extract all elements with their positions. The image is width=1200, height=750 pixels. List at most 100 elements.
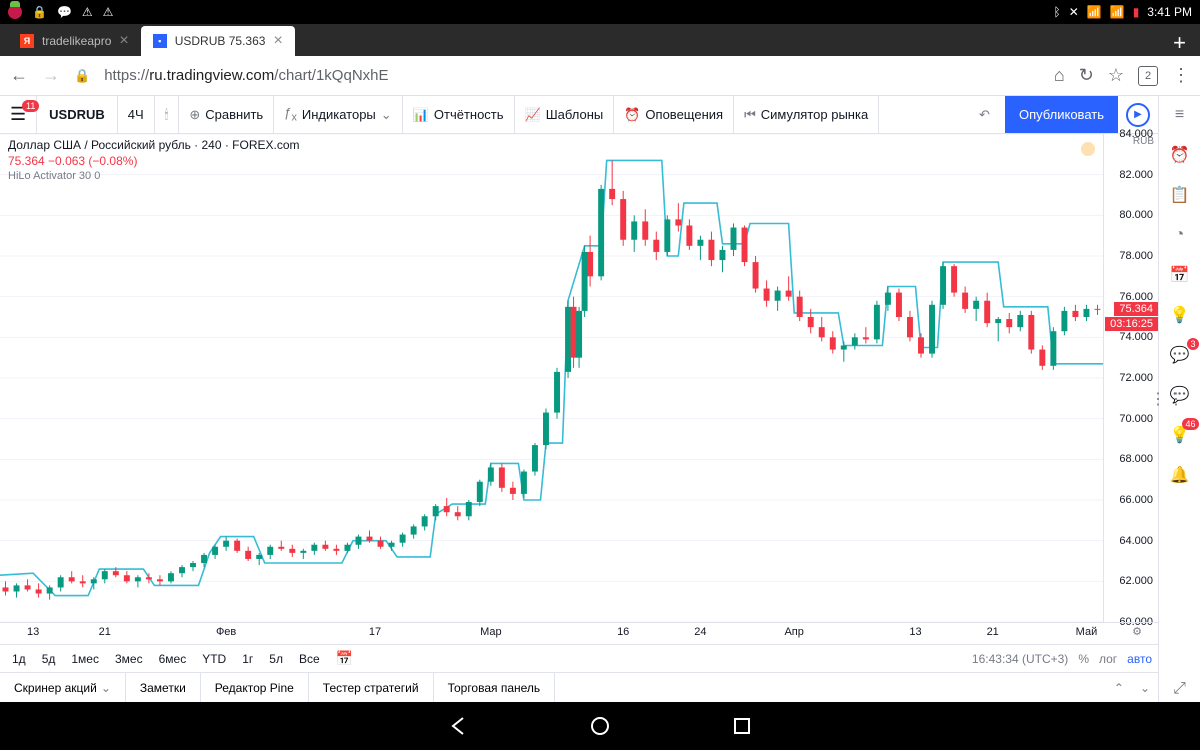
financials-icon: 📊 — [413, 107, 429, 123]
expand-button[interactable]: ⌄ — [1132, 681, 1158, 695]
tab-title: tradelikeapro — [42, 34, 111, 48]
chart-svg — [0, 134, 1103, 622]
chart-area[interactable]: Доллар США / Российский рубль · 240 · FO… — [0, 134, 1158, 622]
bottom-tab[interactable]: Торговая панель — [434, 673, 556, 702]
new-tab-button[interactable]: + — [1159, 30, 1200, 56]
undo-button[interactable]: ↶ — [969, 96, 1005, 133]
vibrate-icon: ✕ — [1069, 5, 1079, 19]
percent-button[interactable]: % — [1078, 652, 1089, 666]
price-axis[interactable]: RUB 60.00062.00064.00066.00068.00070.000… — [1103, 134, 1158, 622]
browser-tab-active[interactable]: ▪ USDRUB 75.363 × — [141, 26, 295, 56]
range-5л[interactable]: 5л — [263, 652, 289, 666]
close-icon[interactable]: × — [119, 32, 128, 50]
templates-button[interactable]: 📈Шаблоны — [515, 96, 615, 133]
range-YTD[interactable]: YTD — [196, 652, 232, 666]
undo-icon: ↶ — [979, 107, 990, 123]
alerts-button[interactable]: ⏰Оповещения — [614, 96, 734, 133]
notifications-icon[interactable]: 🔔 — [1167, 462, 1193, 488]
bluetooth-icon: ᛒ — [1054, 5, 1061, 19]
signal-icon: 📶 — [1110, 5, 1125, 19]
range-Все[interactable]: Все — [293, 652, 326, 666]
lock-icon: 🔒 — [32, 5, 47, 19]
bottom-tab[interactable]: Скринер акций ⌄ — [0, 673, 126, 702]
compare-button[interactable]: ⊕Сравнить — [179, 96, 274, 133]
browser-tab-inactive[interactable]: Я tradelikeapro × — [8, 26, 141, 56]
watchlist-icon[interactable]: ≡ — [1167, 102, 1193, 128]
lock-icon: 🔒 — [74, 68, 90, 84]
range-6мес[interactable]: 6мес — [153, 652, 193, 666]
battery-icon: ▮ — [1133, 5, 1140, 19]
yandex-icon: Я — [20, 34, 34, 48]
warn-icon: ⚠ — [82, 5, 93, 19]
indicators-button[interactable]: ƒxИндикаторы ⌄ — [274, 96, 402, 133]
alerts-icon[interactable]: ⏰ — [1167, 142, 1193, 168]
raspberry-icon — [8, 5, 22, 19]
back-icon[interactable] — [447, 715, 469, 737]
back-button[interactable]: ← — [10, 65, 28, 86]
candles-icon: 🕯 — [165, 107, 169, 123]
play-button[interactable]: ▶ — [1126, 103, 1150, 127]
tab-title: USDRUB 75.363 — [175, 34, 266, 48]
star-button[interactable]: ☆ — [1108, 65, 1124, 86]
publish-button[interactable]: Опубликовать — [1005, 96, 1118, 133]
range-bar: 1д 5д1мес 3мес 6месYTD 1г 5л Все 📅 16:43:34 (U… — [0, 644, 1158, 672]
stream-icon[interactable]: 💡46 — [1167, 422, 1193, 448]
clock-label: 16:43:34 (UTC+3) — [972, 652, 1068, 666]
rewind-icon: ⏮ — [744, 107, 756, 123]
gear-icon[interactable]: ⚙ — [1132, 625, 1142, 638]
session-icon — [1081, 142, 1095, 156]
symbol-button[interactable]: USDRUB — [37, 96, 118, 133]
log-button[interactable]: лог — [1099, 652, 1117, 666]
bottom-tab[interactable]: Редактор Pine — [201, 673, 309, 702]
home-icon[interactable] — [589, 715, 611, 737]
msg-icon: 💬 — [57, 5, 72, 19]
range-1г[interactable]: 1г — [236, 652, 259, 666]
url-field[interactable]: https://ru.tradingview.com/chart/1kQqNxh… — [104, 67, 1040, 84]
interval-button[interactable]: 4Ч — [118, 96, 155, 133]
chart-legend: Доллар США / Российский рубль · 240 · FO… — [8, 138, 300, 182]
reload-button[interactable]: ↻ — [1079, 65, 1094, 86]
chart-style-button[interactable]: 🕯 — [155, 96, 180, 133]
android-nav-bar — [0, 702, 1200, 750]
chevron-down-icon: ⌄ — [381, 107, 392, 123]
recents-icon[interactable] — [731, 715, 753, 737]
fx-icon: ƒx — [284, 105, 297, 124]
range-1мес[interactable]: 1мес — [65, 652, 105, 666]
economic-icon[interactable]: 📅 — [1167, 262, 1193, 288]
time-axis[interactable]: ⚙ 1321Фев17Мар1624Апр1321Май — [0, 622, 1158, 644]
extra-dots-icon[interactable]: ⋮⋮ — [1150, 389, 1186, 409]
warn-icon: ⚠ — [103, 5, 114, 19]
notif-badge: 11 — [22, 100, 39, 112]
tab-count-button[interactable]: 2 — [1138, 66, 1158, 86]
indicator-label: HiLo Activator 30 0 — [8, 170, 300, 182]
maximize-icon[interactable]: ⤢ — [1167, 676, 1193, 702]
collapse-button[interactable]: ⌃ — [1106, 681, 1132, 695]
bottom-tab[interactable]: Заметки — [126, 673, 201, 702]
range-3мес[interactable]: 3мес — [109, 652, 149, 666]
calendar-icon[interactable]: ◔ — [1167, 222, 1193, 248]
home-button[interactable]: ⌂ — [1054, 65, 1065, 86]
chart-price-line: 75.364 −0.063 (−0.08%) — [8, 154, 300, 168]
hotlist-icon[interactable]: 📋 — [1167, 182, 1193, 208]
financials-button[interactable]: 📊Отчётность — [403, 96, 515, 133]
clock-label: 3:41 PM — [1147, 5, 1192, 19]
wifi-icon: 📶 — [1087, 5, 1102, 19]
chart-title: Доллар США / Российский рубль · 240 · FO… — [8, 138, 300, 152]
menu-button[interactable]: ⋮ — [1172, 65, 1190, 86]
alert-icon: ⏰ — [624, 107, 640, 123]
bottom-tab[interactable]: Тестер стратегий — [309, 673, 434, 702]
replay-button[interactable]: ⏮Симулятор рынка — [734, 96, 879, 133]
range-1д[interactable]: 1д — [6, 652, 32, 666]
ideas-icon[interactable]: 💡 — [1167, 302, 1193, 328]
menu-button[interactable]: ☰11 — [0, 96, 37, 133]
public-chat-icon[interactable]: 💬3 — [1167, 342, 1193, 368]
templates-icon: 📈 — [525, 107, 541, 123]
address-bar: ← → 🔒 https://ru.tradingview.com/chart/1… — [0, 56, 1200, 96]
tv-toolbar: ☰11 USDRUB 4Ч 🕯 ⊕Сравнить ƒxИндикаторы ⌄… — [0, 96, 1158, 134]
auto-button[interactable]: авто — [1127, 652, 1152, 666]
close-icon[interactable]: × — [273, 32, 282, 50]
goto-date-button[interactable]: 📅 — [330, 650, 359, 667]
android-status-bar: 🔒 💬 ⚠ ⚠ ᛒ ✕ 📶 📶 ▮ 3:41 PM — [0, 0, 1200, 24]
tradingview-icon: ▪ — [153, 34, 167, 48]
range-5д[interactable]: 5д — [36, 652, 62, 666]
